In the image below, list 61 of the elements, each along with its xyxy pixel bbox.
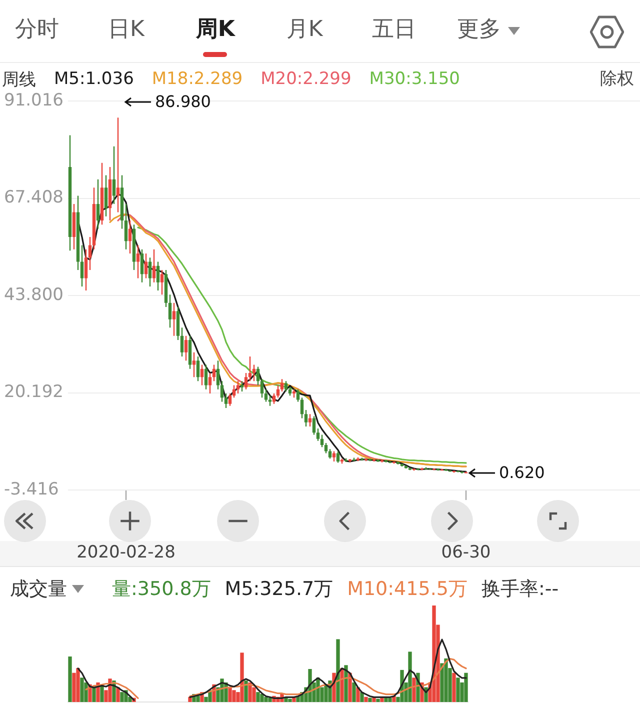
bar	[408, 652, 412, 702]
y-tick-label: 20.192	[4, 382, 64, 402]
bar	[68, 656, 72, 702]
bar	[452, 672, 456, 702]
text: 0.620	[499, 463, 545, 484]
text: M5:1.036	[54, 69, 134, 89]
bar	[364, 696, 368, 702]
text: M18:2.289	[152, 69, 243, 89]
text: 周K	[194, 16, 236, 44]
text: 五日	[370, 16, 417, 44]
text: 量:350.8万	[112, 577, 211, 602]
text: 除权	[600, 68, 634, 91]
bar	[80, 678, 84, 702]
bar	[284, 698, 288, 702]
bar	[196, 696, 200, 702]
bar	[244, 680, 248, 702]
text: 分时	[14, 16, 60, 44]
bar	[344, 665, 348, 702]
bar	[324, 684, 328, 702]
bar	[336, 639, 340, 702]
bar	[120, 692, 124, 702]
bar	[388, 698, 392, 702]
bar	[268, 698, 272, 702]
bar	[288, 698, 292, 702]
bar	[412, 678, 416, 702]
text: M5:325.7万	[224, 577, 334, 602]
bar	[352, 682, 356, 702]
bar	[92, 687, 96, 702]
bar	[116, 687, 120, 702]
x-tick-label: 2020-02-28	[76, 542, 176, 563]
bar	[432, 606, 436, 702]
bar	[248, 682, 252, 702]
bar	[76, 668, 80, 702]
bar	[444, 658, 448, 702]
text: 月K	[285, 16, 324, 44]
annotation: 86.980	[155, 92, 211, 112]
y-tick-label: 43.800	[4, 284, 64, 305]
bar	[228, 687, 232, 702]
legend-title: 周线	[2, 68, 36, 90]
bar	[232, 690, 236, 702]
y-tick-label: -3.416	[4, 479, 59, 500]
text: 换手率:--	[481, 577, 559, 602]
bar	[256, 692, 260, 702]
bar	[368, 698, 372, 702]
bar	[380, 698, 384, 702]
legend-title: 成交量	[10, 577, 68, 602]
y-tick-label: 67.408	[4, 188, 64, 208]
x-tick-label: 06-30	[441, 542, 491, 563]
text: 更多	[457, 16, 501, 44]
bar	[464, 672, 468, 702]
text: M30:3.150	[369, 69, 460, 89]
bar	[356, 687, 360, 702]
text: 日K	[106, 16, 146, 44]
bar	[260, 694, 264, 702]
text: M10:415.5万	[347, 577, 468, 602]
bar	[264, 696, 268, 702]
bar	[376, 698, 380, 702]
text: M20:2.299	[260, 69, 352, 89]
bar	[456, 678, 460, 702]
y-tick-label: 91.016	[4, 90, 64, 110]
bar	[240, 652, 244, 702]
